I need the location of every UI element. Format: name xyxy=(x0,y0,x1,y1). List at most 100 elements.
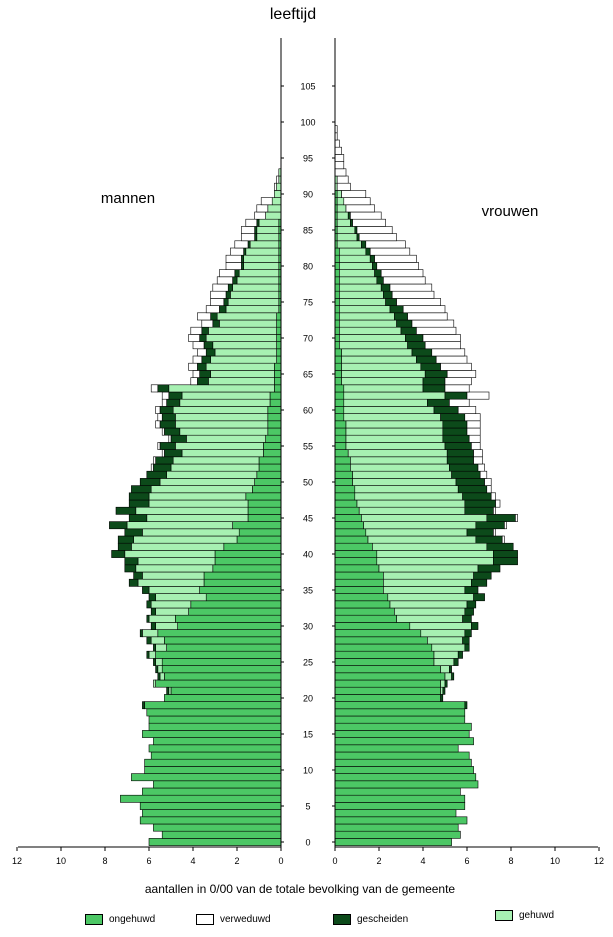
women-x-tick-label: 2 xyxy=(376,856,381,866)
men-bar-gehuwd-age-60 xyxy=(172,406,269,414)
men-bar-verweduwd-age-66 xyxy=(188,362,198,371)
women-bar-gescheiden-age-46 xyxy=(464,506,494,515)
men-bar-ongehuwd-age-15 xyxy=(142,730,282,738)
men-bar-gehuwd-age-37 xyxy=(142,571,205,580)
men-bar-ongehuwd-age-17 xyxy=(148,715,282,724)
men-bar-ongehuwd-age-7 xyxy=(142,787,282,796)
men-bar-ongehuwd-age-3 xyxy=(139,816,282,825)
men-bar-gescheiden-age-78 xyxy=(232,276,238,285)
women-bar-gehuwd-age-43 xyxy=(365,528,468,537)
women-bar-gehuwd-age-34 xyxy=(387,593,474,602)
men-bar-gehuwd-age-79 xyxy=(238,269,280,278)
men-bar-ongehuwd-age-40 xyxy=(214,550,282,558)
women-bar-verweduwd-age-67 xyxy=(435,355,468,364)
women-bar-ongehuwd-age-18 xyxy=(334,708,466,717)
men-bar-gehuwd-age-36 xyxy=(137,578,205,587)
men-bar-ongehuwd-age-31 xyxy=(175,614,282,623)
women-bar-ongehuwd-age-11 xyxy=(334,758,472,767)
women-bar-verweduwd-age-83 xyxy=(365,240,406,249)
women-bar-ongehuwd-age-55 xyxy=(334,442,347,450)
women-bar-ongehuwd-age-76 xyxy=(334,290,340,299)
men-bar-ongehuwd-age-62 xyxy=(269,391,282,400)
men-bar-gescheiden-age-64 xyxy=(197,377,209,386)
women-bar-gescheiden-age-33 xyxy=(466,600,477,609)
men-bar-gehuwd-age-55 xyxy=(175,442,264,450)
men-bar-ongehuwd-age-64 xyxy=(274,377,282,386)
women-bar-gehuwd-age-63 xyxy=(343,384,424,393)
women-bar-gescheiden-age-30 xyxy=(471,622,479,630)
men-bar-gehuwd-age-68 xyxy=(214,348,277,357)
men-bar-gehuwd-age-76 xyxy=(230,290,280,299)
men-bar-gehuwd-age-44 xyxy=(126,521,233,530)
men-bar-ongehuwd-age-37 xyxy=(203,571,282,580)
men-bar-gehuwd-age-89 xyxy=(271,197,282,206)
men-bar-gehuwd-age-39 xyxy=(137,557,216,566)
men-bar-ongehuwd-age-59 xyxy=(267,413,282,422)
women-bar-ongehuwd-age-21 xyxy=(334,686,441,695)
women-bar-ongehuwd-age-30 xyxy=(334,622,411,630)
men-bar-gehuwd-age-80 xyxy=(243,262,280,270)
women-bar-ongehuwd-age-75 xyxy=(334,298,340,306)
men-bar-ongehuwd-age-52 xyxy=(258,463,282,472)
men-bar-verweduwd-age-81 xyxy=(225,254,242,263)
women-bar-verweduwd-age-81 xyxy=(374,254,417,263)
men-bar-verweduwd-age-78 xyxy=(216,276,233,285)
men-bar-gescheiden-age-47 xyxy=(128,499,150,508)
women-bar-gescheiden-age-52 xyxy=(449,463,479,472)
women-bar-gescheiden-age-47 xyxy=(464,499,496,508)
women-bar-verweduwd-age-92 xyxy=(336,175,349,184)
women-bar-gehuwd-age-89 xyxy=(336,197,345,206)
men-bar-gescheiden-age-23 xyxy=(157,672,161,681)
women-bar-ongehuwd-age-7 xyxy=(334,787,461,796)
women-bar-gehuwd-age-57 xyxy=(345,427,444,436)
women-bar-ongehuwd-age-5 xyxy=(334,802,466,810)
women-bar-gescheiden-age-77 xyxy=(380,283,391,292)
women-bar-ongehuwd-age-74 xyxy=(334,305,340,314)
women-x-tick-label: 10 xyxy=(550,856,560,866)
women-bar-gescheiden-age-69 xyxy=(407,341,426,350)
women-bar-gehuwd-age-23 xyxy=(444,672,452,681)
men-bar-gescheiden-age-49 xyxy=(131,485,152,494)
women-bar-ongehuwd-age-32 xyxy=(334,607,395,616)
men-bar-gehuwd-age-87 xyxy=(265,211,282,220)
men-bar-gehuwd-age-25 xyxy=(155,658,163,666)
women-bar-verweduwd-age-55 xyxy=(471,442,481,450)
men-bar-gehuwd-age-58 xyxy=(175,420,269,429)
legend-gescheiden: gescheiden xyxy=(333,914,408,925)
men-bar-ongehuwd-age-28 xyxy=(164,636,282,645)
men-bar-ongehuwd-age-65 xyxy=(274,370,282,378)
men-bar-gescheiden-age-39 xyxy=(124,557,139,566)
men-bar-gehuwd-age-84 xyxy=(256,233,280,242)
age-tick-label: 0 xyxy=(305,838,310,848)
women-bar-gehuwd-age-56 xyxy=(345,434,444,443)
women-bar-gescheiden-age-28 xyxy=(462,636,470,645)
men-bar-ongehuwd-age-38 xyxy=(212,564,282,573)
women-bars xyxy=(334,125,518,846)
women-bar-ongehuwd-age-29 xyxy=(334,629,422,638)
women-bar-gehuwd-age-90 xyxy=(336,190,342,198)
men-bar-ongehuwd-age-34 xyxy=(205,593,282,602)
men-bar-ongehuwd-age-58 xyxy=(267,420,282,429)
women-bar-ongehuwd-age-62 xyxy=(334,391,345,400)
men-bar-gescheiden-age-59 xyxy=(161,413,176,422)
women-bar-ongehuwd-age-6 xyxy=(334,794,466,803)
women-bar-ongehuwd-age-45 xyxy=(334,514,362,522)
women-bar-verweduwd-age-94 xyxy=(334,161,345,170)
women-bar-ongehuwd-age-34 xyxy=(334,593,389,602)
men-bar-gehuwd-age-64 xyxy=(208,377,275,386)
men-bar-ongehuwd-age-4 xyxy=(142,809,282,818)
women-bar-verweduwd-age-86 xyxy=(352,218,386,227)
men-bar-gescheiden-age-83 xyxy=(247,240,251,249)
men-bar-ongehuwd-age-29 xyxy=(157,629,282,638)
women-bar-gehuwd-age-68 xyxy=(341,348,413,357)
women-bar-gescheiden-age-22 xyxy=(444,679,448,688)
men-bar-gehuwd-age-34 xyxy=(155,593,207,602)
women-bar-gescheiden-age-49 xyxy=(457,485,488,494)
legend-label-gescheiden: gescheiden xyxy=(357,914,409,925)
women-bar-gehuwd-age-48 xyxy=(354,492,463,501)
women-bar-ongehuwd-age-77 xyxy=(334,283,340,292)
men-bar-ongehuwd-age-56 xyxy=(265,434,282,443)
women-bar-ongehuwd-age-28 xyxy=(334,636,428,645)
women-bar-ongehuwd-age-68 xyxy=(334,348,342,357)
legend-swatch-gescheiden xyxy=(333,914,351,925)
